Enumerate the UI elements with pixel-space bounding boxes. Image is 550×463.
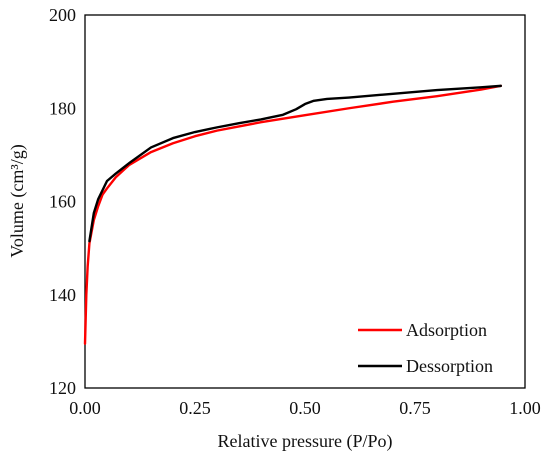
series-layer	[83, 84, 502, 345]
plot-frame	[84, 14, 526, 389]
x-tick-label: 1.00	[509, 398, 541, 418]
y-tick-labels: 120 140 160 180 200	[49, 5, 76, 398]
y-axis-title: Volume (cm³/g)	[7, 144, 28, 258]
series-line-dessorption	[88, 84, 502, 243]
y-tick-label: 120	[49, 378, 76, 398]
series-line-adsorption	[83, 84, 502, 345]
y-tick-label: 200	[49, 5, 76, 25]
legend-label-dessorption: Dessorption	[406, 356, 493, 376]
y-tick-label: 140	[49, 285, 76, 305]
y-tick-label: 180	[49, 98, 76, 118]
x-axis-title: Relative pressure (P/Po)	[218, 431, 393, 452]
legend-label-adsorption: Adsorption	[406, 320, 487, 340]
x-tick-label: 0.50	[289, 398, 321, 418]
y-tick-label: 160	[49, 192, 76, 212]
x-tick-label: 0.25	[179, 398, 211, 418]
x-tick-label: 0.00	[69, 398, 101, 418]
x-tick-labels: 0.00 0.25 0.50 0.75 1.00	[69, 398, 541, 418]
legend: Adsorption Dessorption	[358, 320, 493, 376]
x-tick-label: 0.75	[399, 398, 431, 418]
